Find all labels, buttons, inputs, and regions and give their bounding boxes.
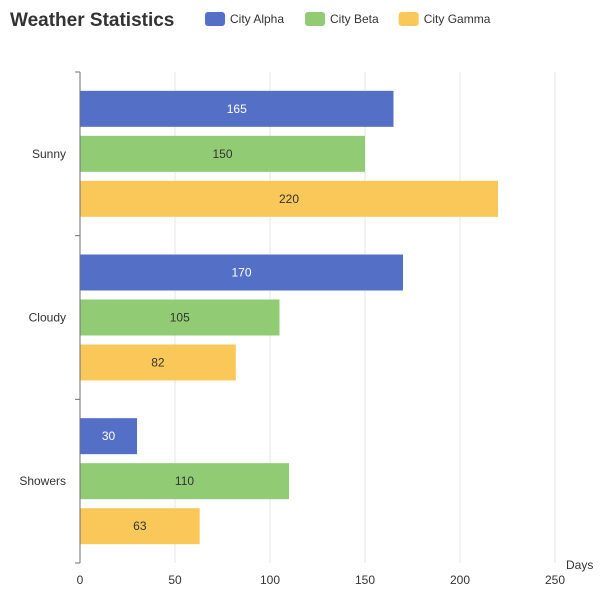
bar-city-alpha-sunny[interactable]	[80, 90, 394, 127]
bar-value-label: 30	[102, 429, 116, 443]
x-tick-label-0: 0	[77, 573, 84, 587]
x-tick-label-250: 250	[545, 573, 565, 587]
legend-label-city-gamma: City Gamma	[424, 12, 491, 26]
x-tick-label-100: 100	[260, 573, 280, 587]
legend-label-city-alpha: City Alpha	[230, 12, 284, 26]
legend-item-city-gamma[interactable]: City Gamma	[398, 12, 491, 26]
legend-item-city-alpha[interactable]: City Alpha	[205, 12, 284, 26]
chart-title: Weather Statistics	[10, 10, 174, 31]
category-label-showers: Showers	[19, 474, 66, 488]
bar-value-label: 220	[279, 192, 299, 206]
bar-city-beta-sunny[interactable]	[80, 135, 365, 172]
category-label-sunny: Sunny	[32, 147, 66, 161]
legend-label-city-beta: City Beta	[330, 12, 379, 26]
x-axis-title: Days	[566, 558, 593, 572]
bar-city-alpha-cloudy[interactable]	[80, 254, 403, 291]
bar-city-gamma-cloudy[interactable]	[80, 344, 236, 381]
bar-value-label: 165	[227, 102, 247, 116]
bars: 165 150 220 170 105 82 30 110 63	[80, 90, 498, 545]
bar-city-alpha-showers[interactable]	[80, 418, 137, 455]
bar-value-label: 105	[170, 311, 190, 325]
legend-swatch-city-alpha	[205, 12, 225, 26]
bar-city-beta-cloudy[interactable]	[80, 299, 280, 336]
bar-value-label: 110	[175, 474, 194, 488]
bar-value-label: 150	[212, 147, 232, 161]
x-tick-label-50: 50	[168, 573, 182, 587]
axes: 0 50 100 150 200 250 Sunny Cloudy Showers	[19, 71, 565, 587]
bar-value-label: 82	[151, 356, 165, 370]
legend-swatch-city-gamma	[398, 12, 419, 26]
bar-value-label: 170	[231, 266, 251, 280]
category-label-cloudy: Cloudy	[29, 311, 66, 325]
bar-city-gamma-showers[interactable]	[80, 508, 200, 545]
bar-city-gamma-sunny[interactable]	[80, 180, 498, 217]
bar-city-beta-showers[interactable]	[80, 463, 289, 500]
x-tick-label-150: 150	[355, 573, 375, 587]
legend[interactable]: City Alpha City Beta City Gamma	[205, 12, 491, 26]
legend-item-city-beta[interactable]: City Beta	[305, 12, 379, 26]
x-tick-label-200: 200	[450, 573, 470, 587]
legend-swatch-city-beta	[305, 12, 325, 26]
bar-value-label: 63	[133, 519, 147, 533]
